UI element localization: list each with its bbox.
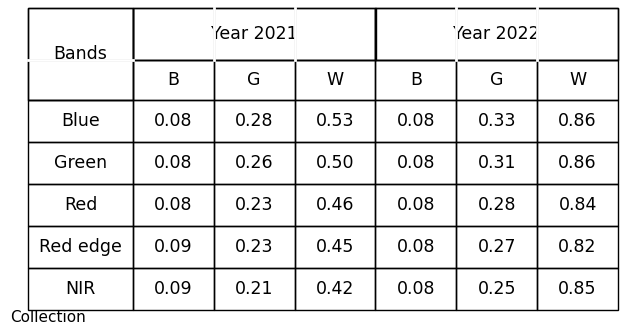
Text: Year 2021: Year 2021 (211, 25, 298, 43)
Text: Green: Green (54, 154, 107, 172)
Bar (456, 226, 537, 268)
Text: 0.08: 0.08 (154, 154, 193, 172)
Text: 0.45: 0.45 (316, 238, 355, 256)
Text: Year 2022: Year 2022 (453, 25, 540, 43)
Bar (133, 226, 214, 268)
Text: W: W (326, 71, 344, 89)
Bar (28, 8, 133, 60)
Text: 0.86: 0.86 (558, 154, 597, 172)
Text: 0.09: 0.09 (154, 238, 193, 256)
Text: G: G (490, 71, 504, 89)
Text: 0.08: 0.08 (154, 112, 193, 130)
Bar (294, 142, 376, 184)
Bar (376, 8, 456, 60)
Text: 0.82: 0.82 (558, 238, 597, 256)
Bar (537, 8, 618, 60)
Bar (28, 142, 133, 184)
Text: 0.53: 0.53 (316, 112, 355, 130)
Text: 0.21: 0.21 (235, 280, 273, 298)
Bar (133, 268, 214, 310)
Text: G: G (248, 71, 261, 89)
Bar (294, 8, 376, 60)
Bar (537, 226, 618, 268)
Text: 0.08: 0.08 (397, 238, 435, 256)
Bar (456, 142, 537, 184)
Bar (294, 226, 376, 268)
Bar (214, 184, 294, 226)
Text: 0.42: 0.42 (316, 280, 355, 298)
Bar (133, 184, 214, 226)
Bar (456, 268, 537, 310)
Bar (28, 60, 133, 100)
Text: 0.26: 0.26 (235, 154, 273, 172)
Bar (537, 60, 618, 100)
Bar (294, 60, 376, 100)
Text: 0.27: 0.27 (477, 238, 516, 256)
Text: Blue: Blue (61, 112, 100, 130)
Text: Collection: Collection (10, 310, 86, 325)
Bar (537, 184, 618, 226)
Text: 0.08: 0.08 (397, 280, 435, 298)
Bar (294, 100, 376, 142)
Text: 0.08: 0.08 (397, 154, 435, 172)
Bar (456, 8, 537, 60)
Bar (214, 8, 294, 60)
Text: 0.46: 0.46 (316, 196, 355, 214)
Text: 0.23: 0.23 (235, 238, 273, 256)
Bar (537, 142, 618, 184)
Bar (28, 268, 133, 310)
Text: 0.33: 0.33 (477, 112, 516, 130)
Bar (133, 100, 214, 142)
Text: 0.28: 0.28 (477, 196, 516, 214)
Text: 0.31: 0.31 (477, 154, 516, 172)
Text: 0.25: 0.25 (477, 280, 516, 298)
Bar (376, 184, 456, 226)
Bar (376, 142, 456, 184)
Bar (133, 8, 214, 60)
Bar (214, 226, 294, 268)
Bar (214, 142, 294, 184)
Bar (133, 142, 214, 184)
Text: 0.50: 0.50 (316, 154, 355, 172)
Bar (214, 268, 294, 310)
Text: Red edge: Red edge (39, 238, 122, 256)
Text: 0.86: 0.86 (558, 112, 597, 130)
Bar (537, 100, 618, 142)
Bar (456, 60, 537, 100)
Bar (376, 100, 456, 142)
Text: 0.08: 0.08 (397, 112, 435, 130)
Text: 0.23: 0.23 (235, 196, 273, 214)
Bar (28, 8, 133, 100)
Bar (28, 184, 133, 226)
Text: Bands: Bands (54, 45, 108, 63)
Text: B: B (168, 71, 179, 89)
Bar (28, 100, 133, 142)
Bar (537, 268, 618, 310)
Text: NIR: NIR (65, 280, 96, 298)
Bar (294, 184, 376, 226)
Bar (214, 60, 294, 100)
Bar (376, 8, 618, 60)
Bar (376, 60, 456, 100)
Text: 0.09: 0.09 (154, 280, 193, 298)
Bar (294, 268, 376, 310)
Text: 0.84: 0.84 (558, 196, 596, 214)
Bar (376, 226, 456, 268)
Bar (456, 184, 537, 226)
Text: W: W (569, 71, 586, 89)
Text: 0.08: 0.08 (154, 196, 193, 214)
Bar (214, 100, 294, 142)
Bar (456, 100, 537, 142)
Bar (133, 8, 376, 60)
Text: 0.08: 0.08 (397, 196, 435, 214)
Text: Red: Red (64, 196, 97, 214)
Bar (28, 226, 133, 268)
Text: B: B (410, 71, 422, 89)
Text: 0.28: 0.28 (235, 112, 273, 130)
Bar (133, 60, 214, 100)
Bar (376, 268, 456, 310)
Text: 0.85: 0.85 (558, 280, 597, 298)
